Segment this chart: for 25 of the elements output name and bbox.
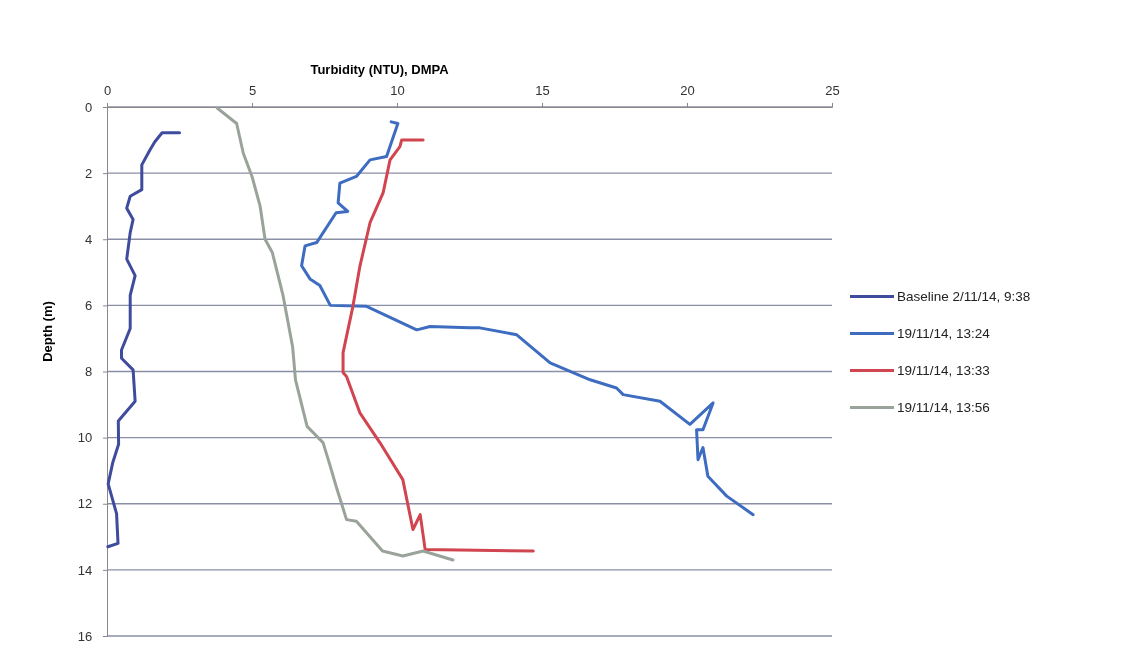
- line-series: [341, 138, 535, 553]
- y-tick-label: 12: [77, 496, 93, 512]
- y-tick-label: 4: [84, 231, 93, 247]
- legend-label: 19/11/14, 13:24: [897, 326, 991, 342]
- x-tick-label: 25: [825, 82, 840, 98]
- line-series: [300, 120, 755, 517]
- y-tick-label: 2: [84, 165, 93, 181]
- y-tick-label: 16: [77, 628, 93, 644]
- x-tick-label: 15: [535, 82, 550, 98]
- y-tick-label: 0: [84, 99, 93, 115]
- x-axis-title: Turbidity (NTU), DMPA: [310, 62, 450, 77]
- y-tick-label: 8: [84, 364, 93, 380]
- x-tick-label: 5: [248, 82, 257, 98]
- x-tick-label: 0: [103, 82, 112, 98]
- line-series: [106, 131, 181, 549]
- x-tick-label: 10: [390, 82, 405, 98]
- line-series: [215, 106, 455, 562]
- y-tick-label: 14: [77, 562, 93, 578]
- y-axis-title: Depth (m): [40, 301, 55, 362]
- y-tick-label: 10: [77, 430, 93, 446]
- y-tick-label: 6: [84, 298, 93, 314]
- legend-label: Baseline 2/11/14, 9:38: [897, 289, 1031, 305]
- x-tick-label: 20: [680, 82, 695, 98]
- legend-label: 19/11/14, 13:56: [897, 400, 990, 416]
- legend-label: 19/11/14, 13:33: [897, 363, 990, 379]
